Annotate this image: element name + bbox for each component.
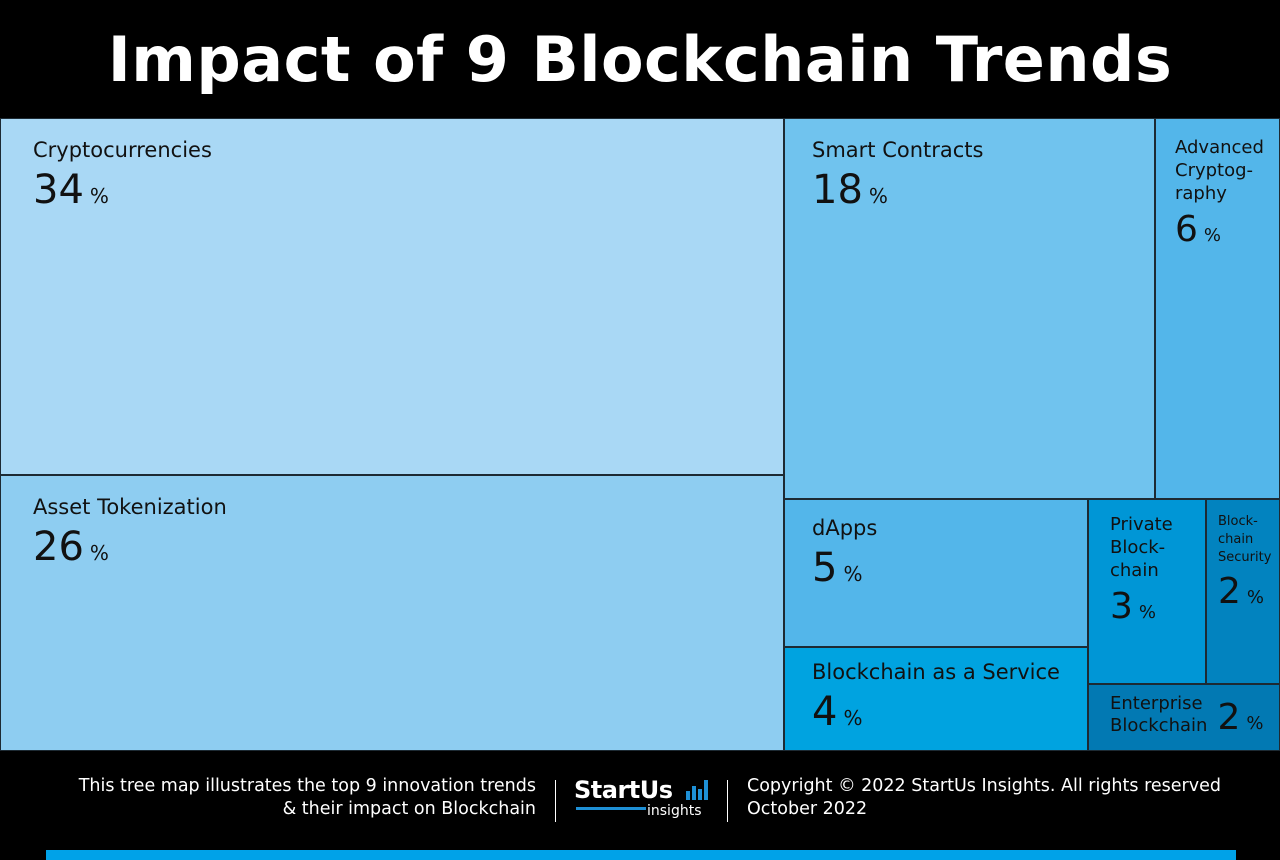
tile-value-number: 18 (812, 167, 863, 213)
tile-value: 2% (1218, 571, 1275, 612)
copyright-text: Copyright © 2022 StartUs Insights. All r… (747, 776, 1221, 796)
tile-value-number: 26 (33, 524, 84, 570)
treemap-tile-blockchain-security: Block- chain Security 2% (1206, 499, 1280, 684)
tile-label: Blockchain as a Service (812, 660, 1060, 684)
tile-value-number: 34 (33, 167, 84, 213)
tile-value-unit: % (1138, 602, 1157, 623)
treemap-tile-advanced-cryptography: Advanced Cryptog- raphy 6% (1155, 118, 1280, 499)
tile-value-unit: % (89, 184, 109, 208)
tile-value-unit: % (1203, 225, 1222, 246)
logo-underline (576, 807, 646, 810)
tile-value-unit: % (89, 541, 109, 565)
tile-value-unit: % (843, 562, 863, 586)
treemap-tile-enterprise-blockchain: Enterprise Blockchain 2% (1088, 684, 1280, 751)
tile-label: Private Block- chain (1110, 514, 1173, 581)
tile-value: 34% (33, 167, 779, 213)
date-text: October 2022 (747, 799, 868, 819)
footer-description-line-1: This tree map illustrates the top 9 inno… (78, 776, 536, 796)
tile-value: 5% (812, 545, 1083, 591)
footer-description-line-2: & their impact on Blockchain (282, 799, 536, 819)
tile-value-number: 6 (1175, 209, 1198, 250)
tile-value-number: 2 (1217, 697, 1241, 738)
footer-divider-right (727, 780, 728, 822)
tile-value-number: 3 (1110, 586, 1133, 627)
tile-value: 6% (1175, 209, 1275, 250)
tile-value: 4% (812, 689, 1083, 735)
tile-value: 18% (812, 167, 1150, 213)
tile-value: 3% (1110, 586, 1201, 627)
tile-value-number: 4 (812, 689, 838, 735)
tile-value: 2% (1217, 697, 1263, 738)
bar-chart-icon (686, 780, 708, 800)
tile-label: Cryptocurrencies (33, 138, 212, 162)
footer-description: This tree map illustrates the top 9 inno… (79, 775, 536, 821)
tile-label: Advanced Cryptog- raphy (1175, 137, 1264, 204)
tile-value-unit: % (1246, 713, 1264, 734)
tile-value-number: 5 (812, 545, 838, 591)
treemap-tile-smart-contracts: Smart Contracts 18% (784, 118, 1155, 499)
logo-subtitle: insights (647, 803, 702, 819)
logo-wordmark: StartUs (574, 776, 673, 804)
footer-divider-left (555, 780, 556, 822)
tile-value-unit: % (843, 706, 863, 730)
treemap-tile-private-blockchain: Private Block- chain 3% (1088, 499, 1206, 684)
tile-value: 26% (33, 524, 779, 570)
treemap-chart: Cryptocurrencies 34% Asset Tokenization 26%… (0, 118, 1280, 751)
treemap-tile-asset-tokenization: Asset Tokenization 26% (0, 475, 784, 751)
page-title: Impact of 9 Blockchain Trends (107, 22, 1173, 96)
treemap-tile-blockchain-as-a-service: Blockchain as a Service 4% (784, 647, 1088, 751)
treemap-tile-cryptocurrencies: Cryptocurrencies 34% (0, 118, 784, 475)
tile-label: Asset Tokenization (33, 495, 227, 519)
startus-insights-logo: StartUs insights (574, 776, 714, 824)
tile-value-number: 2 (1218, 571, 1241, 612)
bottom-accent-bar (46, 850, 1236, 860)
footer-copyright-block: Copyright © 2022 StartUs Insights. All r… (747, 775, 1221, 821)
tile-value-unit: % (1246, 587, 1265, 608)
tile-value-unit: % (868, 184, 888, 208)
tile-label: dApps (812, 516, 878, 540)
treemap-tile-dapps: dApps 5% (784, 499, 1088, 647)
tile-label: Enterprise Blockchain (1110, 693, 1208, 736)
tile-label: Smart Contracts (812, 138, 984, 162)
tile-label: Block- chain Security (1218, 514, 1272, 565)
